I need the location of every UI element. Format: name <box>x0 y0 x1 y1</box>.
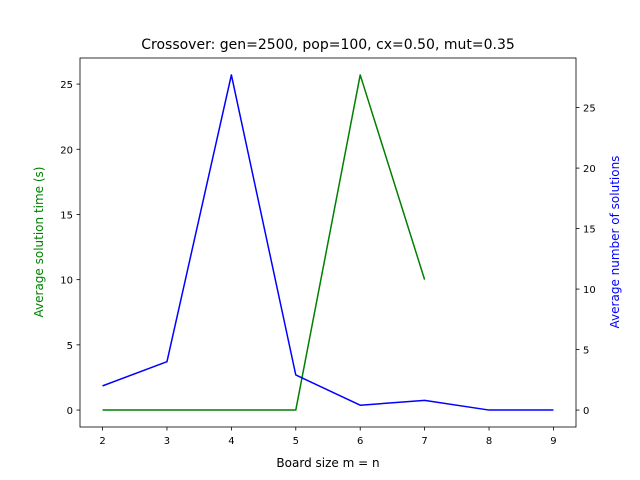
x-tick-label: 8 <box>486 436 492 447</box>
y-right-tick-label: 15 <box>583 225 596 236</box>
x-tick-label: 2 <box>99 436 105 447</box>
y-left-tick-label: 20 <box>60 145 73 156</box>
series-line-time <box>102 74 426 411</box>
plot-area: 2 3 4 5 6 7 8 9 0 5 10 15 20 25 0 5 10 15 20 25 <box>60 57 596 447</box>
x-tick-label: 9 <box>550 436 556 447</box>
y-left-tick-label: 10 <box>60 276 73 287</box>
series-line-solutions <box>102 74 554 411</box>
axes-frame <box>79 57 577 428</box>
x-tick-label: 6 <box>357 436 363 447</box>
y-right-tick-label: 5 <box>583 346 589 357</box>
y-right-tick-label: 10 <box>583 285 596 296</box>
chart-title: Crossover: gen=2500, pop=100, cx=0.50, m… <box>141 37 515 53</box>
x-tick-label: 7 <box>421 436 427 447</box>
y-right-tick-label: 0 <box>583 406 589 417</box>
x-tick-label: 3 <box>164 436 170 447</box>
y-left-tick-label: 0 <box>67 406 73 417</box>
x-tick-label: 4 <box>228 436 234 447</box>
y-left-tick-label: 25 <box>60 80 73 91</box>
y-axis-label-left: Average solution time (s) <box>32 167 46 318</box>
x-axis-label: Board size m = n <box>276 456 379 470</box>
y-axis-label-right: Average number of solutions <box>608 156 622 329</box>
y-right-tick-label: 25 <box>583 104 596 115</box>
y-left-tick-label: 15 <box>60 210 73 221</box>
y-right-tick-label: 20 <box>583 164 596 175</box>
x-tick-label: 5 <box>293 436 299 447</box>
y-left-tick-label: 5 <box>67 341 73 352</box>
